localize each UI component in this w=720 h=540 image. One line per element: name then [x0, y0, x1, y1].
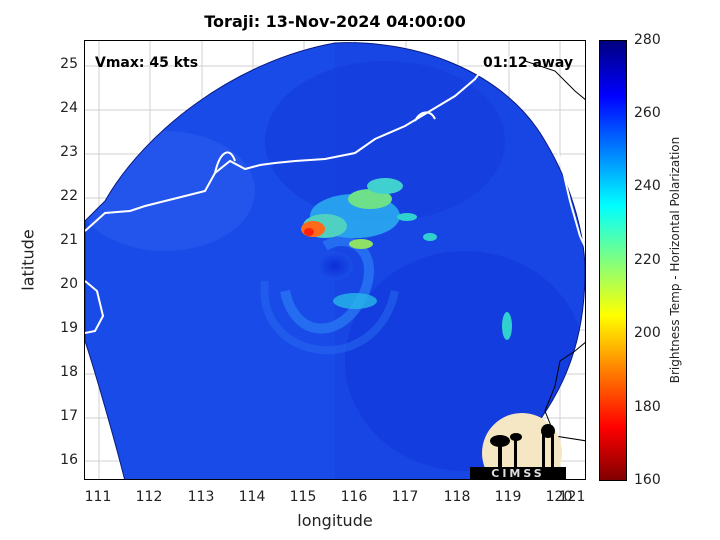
time-away-label: 01:12 away: [483, 55, 573, 71]
y-tick-label: 20: [60, 276, 78, 292]
hainan-coastline: [85, 280, 105, 334]
colorbar-tick-label: 260: [634, 105, 661, 121]
y-tick-label: 23: [60, 144, 78, 160]
y-axis-label: latitude: [18, 229, 38, 291]
x-axis-label: longitude: [297, 511, 373, 530]
y-tick-label: 16: [60, 452, 78, 468]
y-tick-label: 22: [60, 188, 78, 204]
x-tick-label: 119: [494, 489, 522, 505]
x-tick-label: 113: [187, 489, 215, 505]
x-tick-label: 115: [289, 489, 317, 505]
colorbar-tick-label: 180: [634, 399, 661, 415]
y-tick-label: 21: [60, 232, 78, 248]
y-tick-label: 25: [60, 56, 78, 72]
y-tick-label: 19: [60, 320, 78, 336]
x-tick-label: 117: [391, 489, 419, 505]
x-tick-label: 120: [545, 489, 573, 505]
x-tick-label: 112: [135, 489, 163, 505]
colorbar-tick-label: 220: [634, 252, 661, 268]
x-tick-label: 114: [238, 489, 266, 505]
y-tick-label: 17: [60, 408, 78, 424]
y-tick-label: 24: [60, 100, 78, 116]
x-tick-label: 121: [558, 489, 586, 505]
colorbar-tick-label: 200: [634, 325, 661, 341]
taiwan-coastline: [539, 110, 585, 250]
y-tick-label: 18: [60, 364, 78, 380]
land-outline-north: [524, 60, 585, 100]
colorbar-label: Brightness Temp - Horizontal Polarizatio…: [668, 136, 682, 384]
x-tick-label: 116: [340, 489, 368, 505]
vmax-label: Vmax: 45 kts: [95, 55, 199, 71]
cimss-logo-text: CIMSS: [491, 467, 545, 480]
x-tick-label: 111: [84, 489, 112, 505]
x-tick-label: 118: [443, 489, 471, 505]
colorbar-tick-label: 160: [634, 472, 661, 488]
colorbar: [599, 40, 627, 481]
map-plot-area: Vmax: 45 kts 01:12 away: [84, 40, 586, 480]
cimss-logo: [470, 413, 566, 479]
china-coastline: [85, 41, 541, 232]
colorbar-tick-label: 240: [634, 178, 661, 194]
plot-title: Toraji: 13-Nov-2024 04:00:00: [204, 12, 466, 31]
colorbar-tick-label: 280: [634, 32, 661, 48]
china-coastline-bumps: [214, 111, 436, 174]
